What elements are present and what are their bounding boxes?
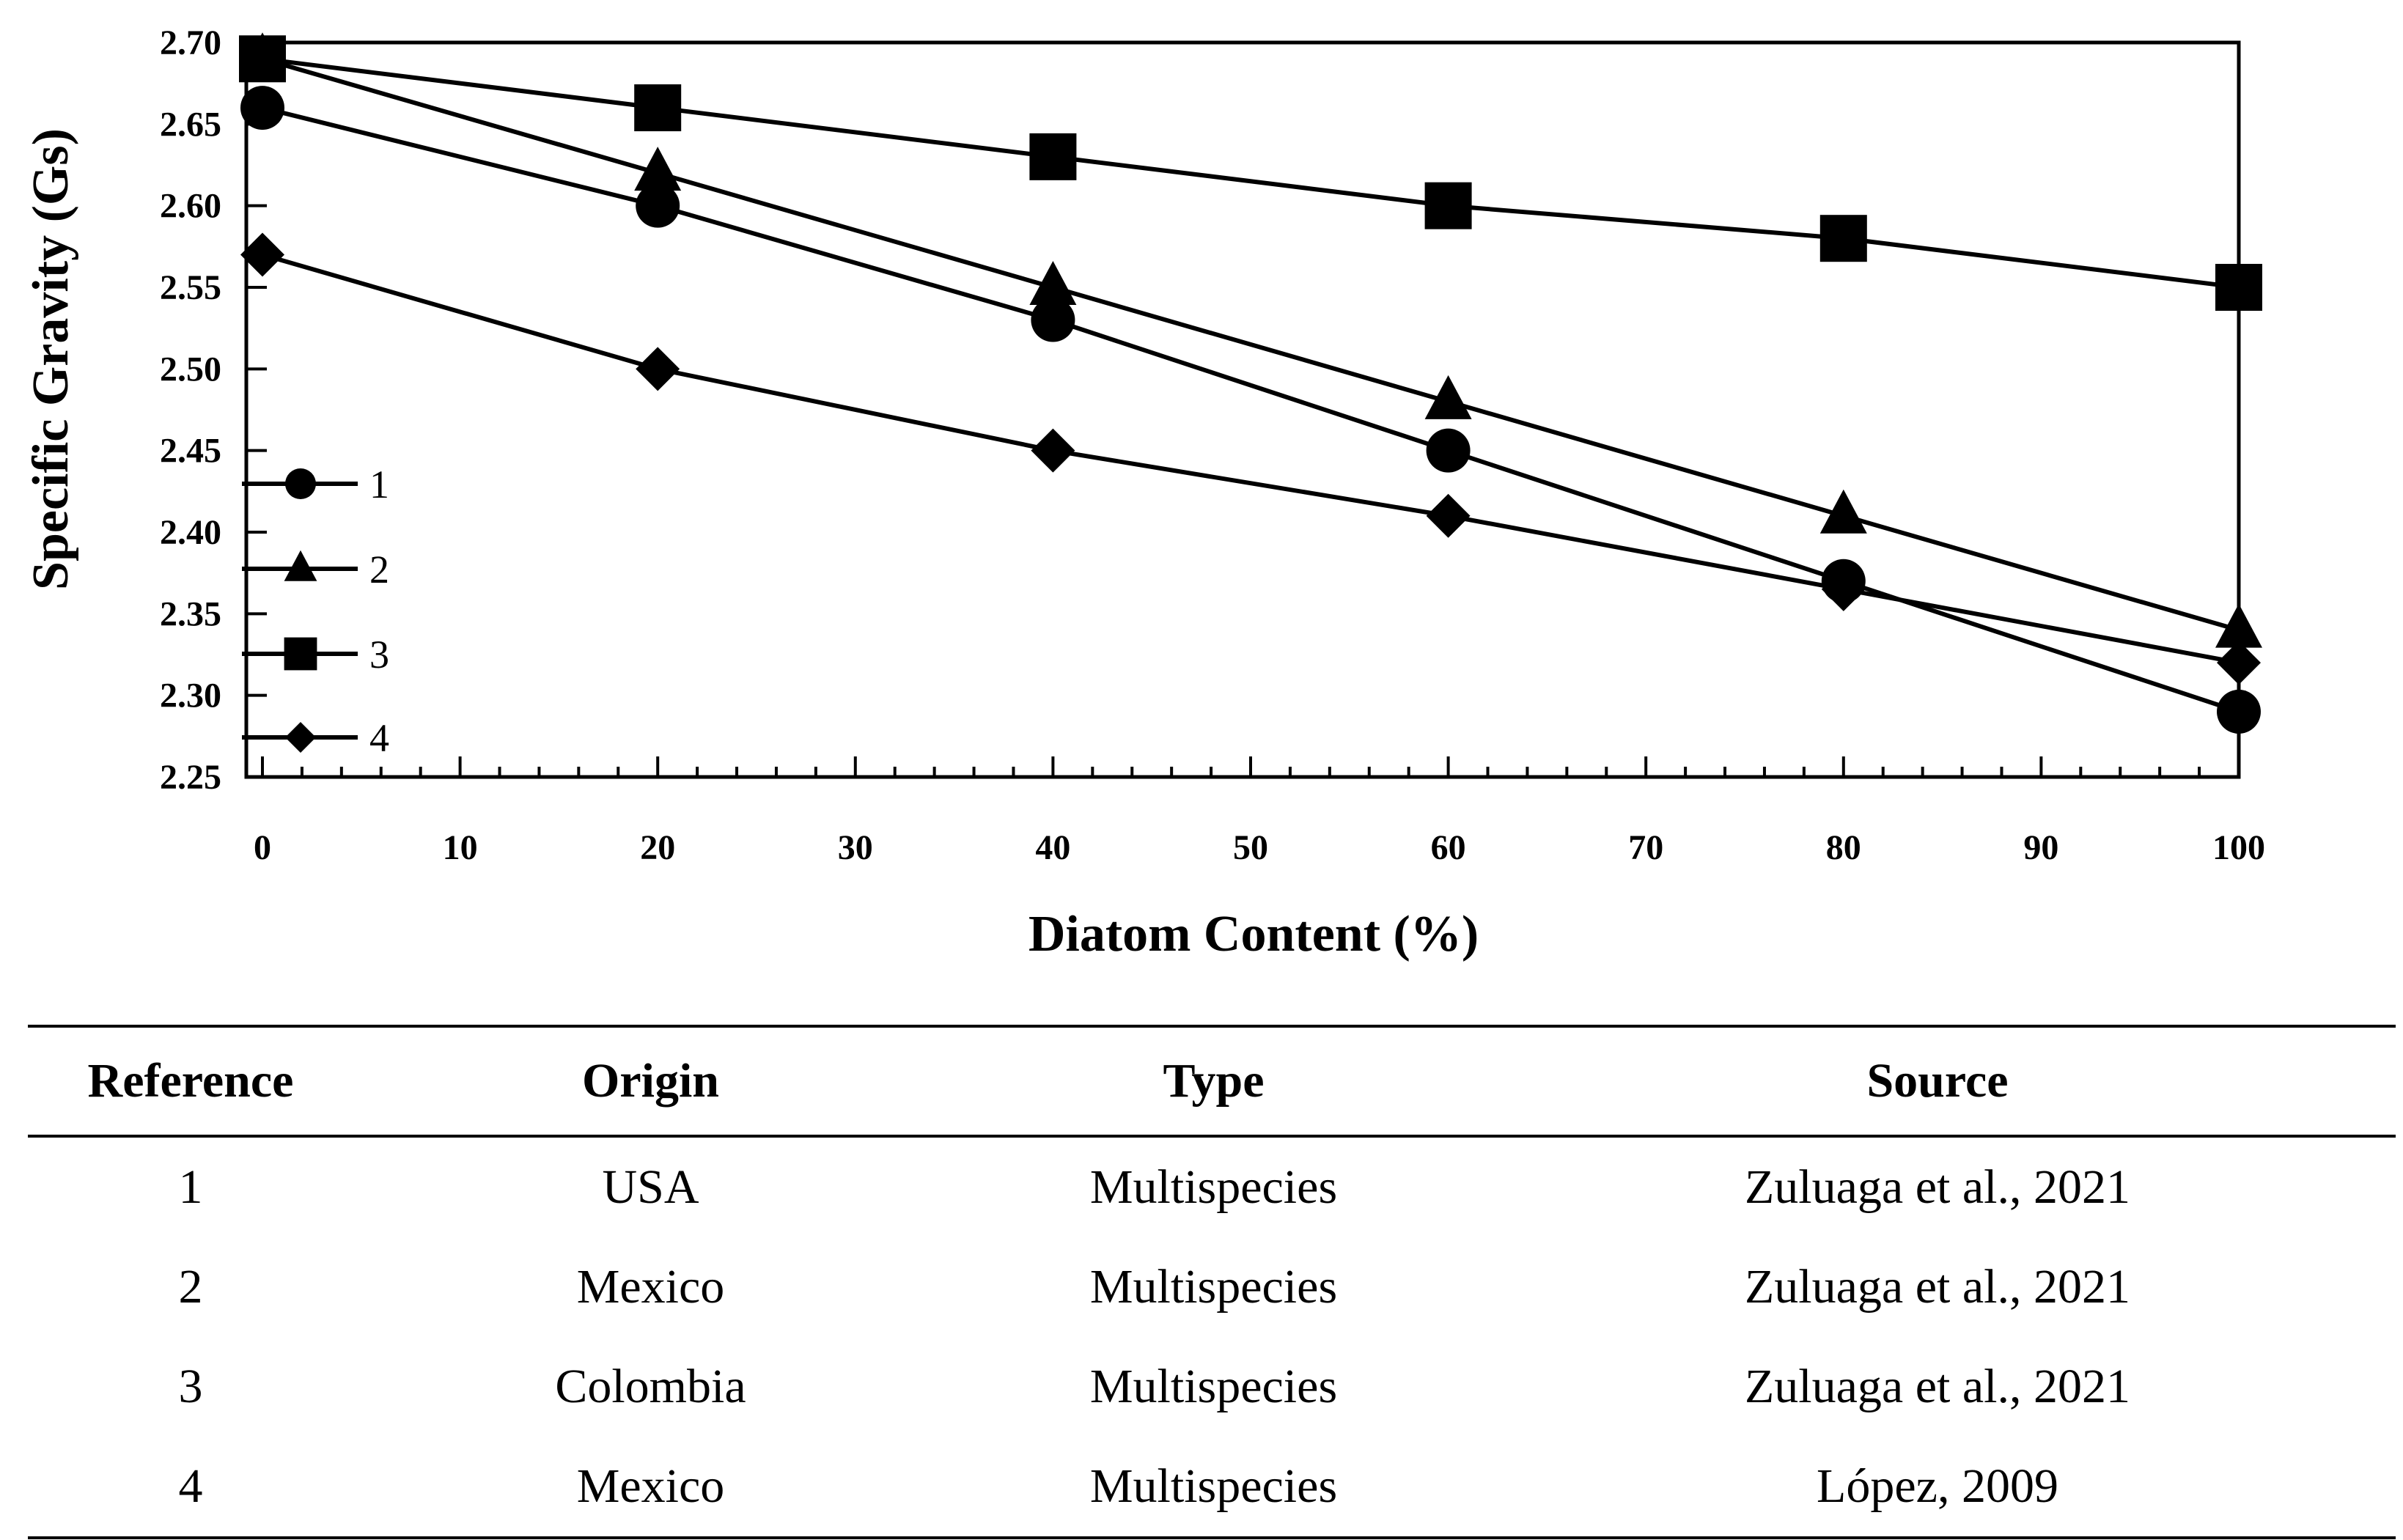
series-4-point	[1821, 567, 1866, 611]
x-tick-label: 90	[2023, 828, 2058, 867]
series-2-line	[262, 56, 2240, 633]
series-3-point	[1819, 215, 1867, 262]
x-tick-label: 40	[1035, 828, 1070, 867]
series-3-point	[2215, 264, 2262, 311]
header-source: Source	[1479, 1025, 2396, 1138]
header-origin: Origin	[353, 1025, 948, 1138]
legend-label: 2	[369, 548, 389, 592]
series-4-point	[240, 232, 284, 277]
cell-type: Multispecies	[1089, 1360, 1338, 1413]
legend-marker	[285, 722, 316, 753]
cell-source: Zuluaga et al., 2021	[1744, 1160, 2130, 1214]
cell-reference: 2	[178, 1260, 203, 1314]
series-1-line	[262, 106, 2240, 714]
y-tick-label: 2.55	[160, 268, 221, 307]
cell-reference: 3	[178, 1360, 203, 1413]
series-2-point	[1424, 375, 1472, 419]
header-reference: Reference	[28, 1025, 353, 1138]
legend-label: 4	[369, 716, 389, 760]
cell-origin: Mexico	[353, 1437, 948, 1539]
series-2-point	[634, 147, 682, 191]
legend-marker	[285, 468, 316, 499]
y-tick-label: 2.35	[160, 594, 221, 633]
y-axis-title: Specific Gravity (Gs)	[23, 128, 79, 590]
y-tick-label: 2.60	[160, 187, 221, 226]
x-tick-label: 70	[1628, 828, 1663, 867]
table-row: 1 USA Multispecies Zuluaga et al., 2021	[28, 1136, 2396, 1237]
series-3-point	[1029, 133, 1077, 180]
cell-type: Multispecies	[1089, 1160, 1338, 1214]
series-4-point	[636, 347, 680, 391]
x-tick-label: 10	[443, 828, 478, 867]
cell-type: Multispecies	[948, 1437, 1479, 1539]
cell-reference: 1	[178, 1160, 203, 1214]
cell-origin: Mexico	[576, 1260, 725, 1314]
series-2-point	[2215, 603, 2262, 648]
x-tick-label: 100	[2212, 828, 2265, 867]
series-1-point	[2217, 689, 2261, 734]
series-4-point	[1031, 428, 1075, 473]
legend-label: 3	[369, 633, 389, 677]
table-row: 3 Colombia Multispecies Zuluaga et al., …	[28, 1337, 2396, 1437]
y-tick-label: 2.70	[160, 23, 221, 62]
series-lines	[262, 56, 2240, 714]
legend-marker	[284, 637, 317, 671]
table-row: 4 Mexico Multispecies López, 2009	[28, 1437, 2396, 1539]
series-1-point	[636, 183, 680, 228]
y-tick-label: 2.65	[160, 105, 221, 144]
table-header-row: Reference Origin Type Source	[28, 1025, 2396, 1138]
series-4-point	[1426, 493, 1471, 538]
cell-reference: 4	[28, 1437, 353, 1539]
y-tick-label: 2.25	[160, 758, 221, 797]
x-tick-label: 0	[254, 828, 271, 867]
series-4-point	[2217, 641, 2261, 685]
series-4-line	[262, 252, 2240, 666]
x-tick-label: 50	[1233, 828, 1268, 867]
series-1-point	[240, 86, 284, 130]
table-row: 2 Mexico Multispecies Zuluaga et al., 20…	[28, 1237, 2396, 1337]
x-tick-label: 20	[640, 828, 675, 867]
y-tick-label: 2.50	[160, 350, 221, 388]
legend: 1 2 3 4	[242, 463, 389, 760]
x-axis-title: Diatom Content (%)	[1028, 906, 1479, 962]
y-axis-ticks: 2.70 2.65 2.60 2.55 2.50 2.45 2.40 2.35 2.30 2.25	[160, 23, 267, 797]
series-3-point	[634, 84, 682, 132]
reference-table: Reference Origin Type Source 1 USA Multi…	[28, 1025, 2396, 1539]
x-axis-ticks: 0 10 20 30 40 50 60 70 80 90 100	[254, 756, 2265, 867]
cell-source: López, 2009	[1479, 1437, 2396, 1539]
legend-label: 1	[369, 463, 389, 506]
y-tick-label: 2.45	[160, 432, 221, 471]
series-1-point	[1031, 298, 1075, 342]
y-tick-label: 2.30	[160, 677, 221, 715]
series-3-point	[239, 35, 286, 83]
legend-marker	[284, 550, 317, 581]
chart: 0 10 20 30 40 50 60 70 80 90 100 2.702.652.602.552…	[23, 23, 2265, 962]
series-2-point	[1819, 489, 1867, 534]
cell-source: Zuluaga et al., 2021	[1744, 1260, 2130, 1314]
cell-type: Multispecies	[1089, 1260, 1338, 1314]
cell-origin: USA	[602, 1160, 699, 1214]
series-2-point	[1029, 261, 1077, 305]
plot-frame	[244, 40, 2241, 779]
y-tick-label: 2.40	[160, 513, 221, 552]
cell-origin: Colombia	[555, 1360, 746, 1413]
series-3-line	[262, 56, 2240, 290]
series-3-point	[1424, 182, 1472, 229]
x-tick-label: 80	[1826, 828, 1861, 867]
header-type: Type	[948, 1025, 1479, 1138]
x-tick-label: 30	[838, 828, 873, 867]
series-1-point	[1426, 428, 1471, 473]
series-markers	[239, 32, 2262, 734]
cell-source: Zuluaga et al., 2021	[1744, 1360, 2130, 1413]
x-tick-label: 60	[1431, 828, 1466, 867]
